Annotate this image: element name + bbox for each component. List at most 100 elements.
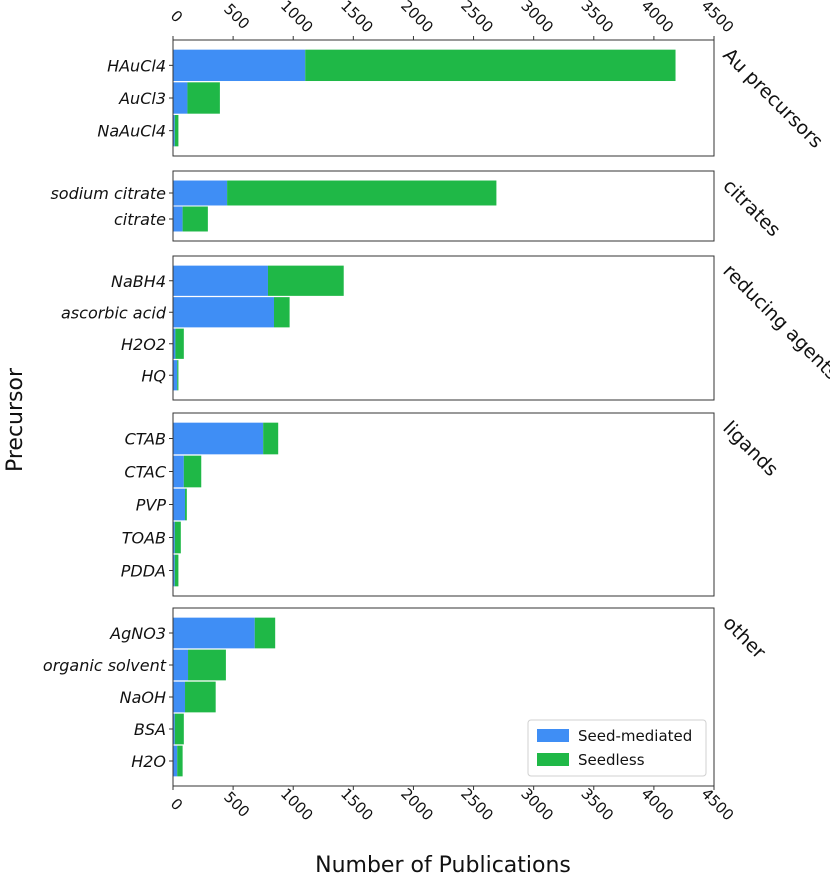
group-label-citrates: citrates (718, 175, 784, 241)
bar-seedless-sodium-citrate (227, 180, 497, 206)
legend-frame (527, 719, 707, 777)
bar-seed-mediated-citrate (173, 206, 183, 232)
bar-seed-mediated-aucl3 (173, 82, 188, 114)
bar-seed-mediated-bsa (173, 713, 175, 745)
x-tick-label-4500: 4500 (698, 0, 738, 36)
group-label-other: other (718, 612, 769, 663)
x-tick-label-2500: 2500 (457, 0, 497, 36)
bar-seedless-hq (177, 360, 179, 391)
y-tick-label-h2o: H2O (131, 752, 166, 771)
group-label-reducing-agents: reducing agents (718, 260, 830, 384)
y-tick-label-ctac: CTAC (124, 463, 166, 482)
group-label-ligands: ligands (718, 417, 782, 481)
bar-seed-mediated-toab (173, 521, 175, 554)
y-tick-label-sodium-citrate: sodium citrate (50, 184, 166, 203)
x-tick-label-3000: 3000 (517, 0, 557, 36)
y-tick-label-ascorbic-acid: ascorbic acid (61, 303, 167, 322)
y-tick-label-citrate: citrate (114, 210, 166, 229)
bar-seedless-bsa (174, 713, 184, 745)
panels: HAuCl4 AuCl3 NaAuCl4 Au precursors sodium ci… (43, 39, 830, 787)
x-tick-label-4000: 4000 (638, 785, 678, 825)
x-tick-label-2000: 2000 (397, 785, 437, 825)
top-x-axis: 0 500 1000 1500 2000 2500 3000 3500 4000 4500 (167, 0, 738, 40)
panel-frame (172, 39, 715, 157)
y-tick-label-haucl4: HAuCl4 (107, 56, 166, 75)
y-tick-label-bsa: BSA (134, 720, 166, 739)
y-tick-label-nabh4: NaBH4 (111, 272, 166, 291)
x-tick-label-2500: 2500 (457, 785, 497, 825)
legend-swatch-seed-mediated (537, 729, 569, 742)
y-tick-label-naoh: NaOH (120, 688, 166, 707)
y-tick-label-agno3: AgNO3 (109, 624, 166, 643)
panel-citrates: sodium citrate citrate citrates (50, 170, 785, 242)
panel-frame (172, 255, 715, 401)
bar-seedless-toab (174, 521, 181, 554)
bar-seed-mediated-ctab (173, 422, 264, 455)
y-tick-label-pdda: PDDA (121, 562, 166, 581)
bar-seed-mediated-agno3 (173, 617, 255, 649)
bar-seedless-h2o2 (175, 328, 184, 359)
x-tick-label-500: 500 (220, 788, 253, 821)
bar-seedless-haucl4 (305, 49, 676, 82)
panel-au-precursors: HAuCl4 AuCl3 NaAuCl4 Au precursors (97, 39, 827, 157)
panel-ligands: CTAB CTAC PVP TOAB PDDA ligands (121, 412, 782, 597)
x-tick-label-1000: 1000 (277, 785, 317, 825)
panel-frame (172, 170, 715, 242)
x-tick-label-0: 0 (167, 7, 186, 26)
bar-seedless-h2o (177, 745, 183, 777)
y-tick-label-organic-solvent: organic solvent (43, 656, 167, 675)
bar-seedless-naoh (185, 681, 216, 713)
bar-seedless-ascorbic-acid (273, 297, 290, 328)
bottom-x-axis: 0 500 1000 1500 2000 2500 3000 3500 4000 4500 (167, 785, 738, 825)
x-tick-label-4000: 4000 (638, 0, 678, 36)
bar-seed-mediated-pvp (173, 488, 186, 521)
bar-seedless-ctab (263, 422, 279, 455)
y-tick-label-hq: HQ (141, 366, 166, 385)
y-tick-label-pvp: PVP (136, 496, 167, 515)
bar-seed-mediated-haucl4 (173, 49, 306, 82)
x-tick-label-1000: 1000 (277, 0, 317, 36)
legend-swatch-seedless (537, 753, 569, 766)
bar-seedless-citrate (182, 206, 208, 232)
bar-seedless-ctac (183, 455, 202, 488)
legend-label-seed-mediated: Seed-mediated (578, 727, 692, 745)
y-tick-label-ctab: CTAB (125, 430, 166, 449)
bar-seedless-agno3 (254, 617, 276, 649)
x-tick-label-1500: 1500 (337, 0, 377, 36)
bar-seed-mediated-hq (173, 360, 178, 391)
x-tick-label-500: 500 (220, 0, 253, 33)
legend-label-seedless: Seedless (578, 751, 645, 769)
bar-seedless-naaucl4 (174, 114, 179, 147)
panel-frame (172, 607, 715, 787)
bar-seedless-pvp (185, 488, 187, 521)
bar-seed-mediated-sodium-citrate (173, 180, 228, 206)
x-tick-label-3500: 3500 (577, 785, 617, 825)
bar-seed-mediated-ctac (173, 455, 184, 488)
bar-seed-mediated-organic-solvent (173, 649, 189, 681)
bar-seedless-aucl3 (187, 82, 220, 114)
x-tick-label-0: 0 (167, 795, 186, 814)
bar-seed-mediated-naoh (173, 681, 186, 713)
panel-reducing-agents: NaBH4 ascorbic acid H2O2 HQ reducing agents (61, 255, 830, 401)
x-tick-label-4500: 4500 (698, 785, 738, 825)
x-axis-title: Number of Publications (315, 853, 571, 878)
panel-frame (172, 412, 715, 597)
bar-seed-mediated-ascorbic-acid (173, 297, 274, 328)
y-tick-label-toab: TOAB (122, 529, 166, 548)
y-tick-label-h2o2: H2O2 (121, 335, 166, 354)
bar-seed-mediated-h2o (173, 745, 178, 777)
bar-seed-mediated-nabh4 (173, 265, 268, 296)
y-axis-title: Precursor (3, 367, 28, 472)
bar-seedless-pdda (174, 554, 179, 587)
y-tick-label-naaucl4: NaAuCl4 (97, 122, 166, 141)
bar-seedless-organic-solvent (188, 649, 226, 681)
bar-seedless-nabh4 (267, 265, 344, 296)
bar-seed-mediated-naaucl4 (173, 114, 175, 147)
x-tick-label-2000: 2000 (397, 0, 437, 36)
bar-seed-mediated-h2o2 (173, 328, 176, 359)
group-label-au-precursors: Au precursors (718, 44, 827, 153)
bar-seed-mediated-pdda (173, 554, 175, 587)
panel-other: AgNO3 organic solvent NaOH BSA H2O other (43, 607, 770, 787)
y-tick-label-aucl3: AuCl3 (118, 89, 166, 108)
